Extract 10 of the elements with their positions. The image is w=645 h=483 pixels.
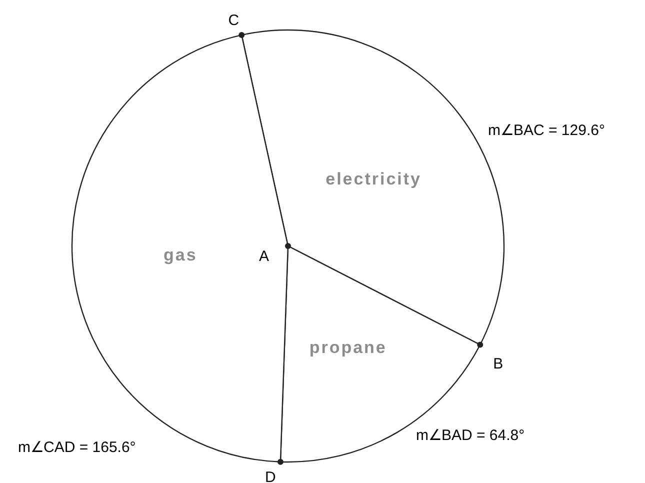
slice-label: electricity xyxy=(326,170,422,189)
text: A xyxy=(258,248,270,265)
slice-label: propane xyxy=(309,338,387,357)
text: m∠CAD = 165.6° xyxy=(18,439,136,456)
text: D xyxy=(265,468,276,483)
text: m∠BAD = 64.8° xyxy=(416,427,525,444)
text: B xyxy=(493,356,504,373)
slice-label: gas xyxy=(164,245,198,264)
text: C xyxy=(228,12,240,30)
text: m∠BAC = 129.6° xyxy=(488,122,605,139)
